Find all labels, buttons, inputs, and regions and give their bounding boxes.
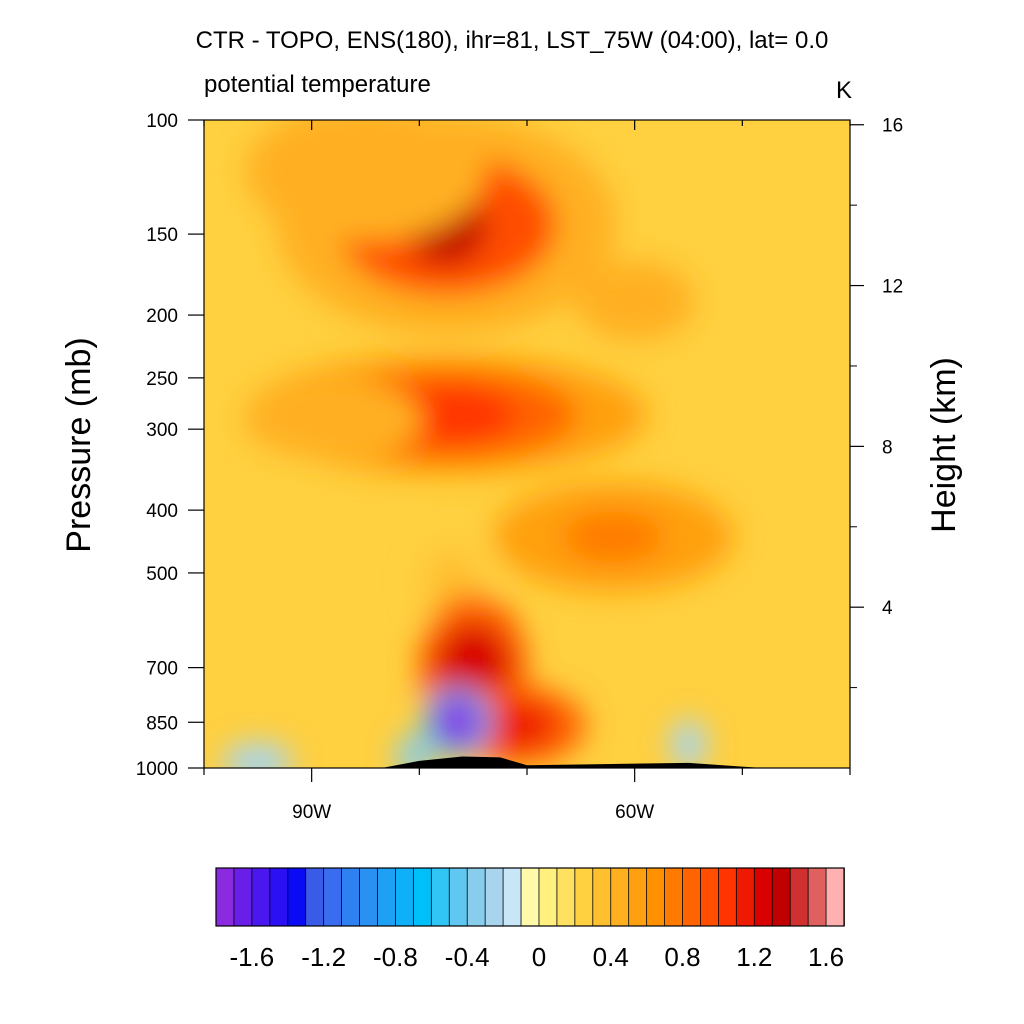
colorbar-cell [466, 867, 486, 927]
longitude-tick-label: 90W [292, 802, 331, 823]
colorbar-cell [251, 867, 271, 927]
colorbar-cell [377, 867, 397, 927]
pressure-tick-label: 700 [146, 659, 178, 680]
colorbar-cell [341, 867, 361, 927]
colorbar-tick-label: -1.2 [301, 942, 346, 972]
pressure-tick-label: 300 [146, 420, 178, 441]
chart-title: CTR - TOPO, ENS(180), ihr=81, LST_75W (0… [196, 27, 829, 54]
colorbar-tick-label: -0.4 [445, 942, 490, 972]
colorbar-cell [574, 867, 594, 927]
colorbar-cell [610, 867, 630, 927]
colorbar-cell [520, 867, 540, 927]
colorbar-cell [753, 867, 774, 927]
contour-blob [245, 120, 486, 242]
chart-subtitle: potential temperature [204, 71, 431, 98]
colorbar-cell [233, 867, 253, 927]
contour-blob [563, 511, 664, 562]
colorbar-cell [305, 867, 325, 927]
plot-area [204, 120, 850, 768]
colorbar-tick-label: 0 [532, 942, 546, 972]
colorbar-tick-label: 0.8 [664, 942, 700, 972]
pressure-tick-label: 250 [146, 369, 178, 390]
colorbar-cell [700, 867, 720, 927]
height-tick-label: 12 [882, 277, 903, 298]
colorbar-tick-label: 0.4 [593, 942, 629, 972]
pressure-axis: 100 150 200 250 300 400 500 700 850 1000 [136, 111, 204, 780]
colorbar-cell [807, 867, 827, 927]
longitude-tick-label: 60W [615, 802, 654, 823]
colorbar-tick-label: 1.6 [808, 942, 844, 972]
pressure-tick-label: 1000 [136, 759, 178, 780]
height-tick-label: 16 [882, 116, 903, 137]
contour-blob [433, 696, 482, 749]
colorbar-cell [771, 867, 791, 927]
height-tick-label: 4 [882, 598, 893, 619]
contour-blob [395, 734, 432, 768]
colorbar-cell [412, 867, 433, 927]
colorbar-cell [215, 867, 235, 927]
contour-blob [476, 700, 557, 751]
colorbar-cell [789, 867, 809, 927]
height-axis-label: Height (km) [925, 357, 963, 533]
colorbar-cell [448, 867, 468, 927]
terrain-mask [381, 756, 764, 768]
colorbar-cell [538, 867, 558, 927]
colorbar-cell [359, 867, 379, 927]
colorbar-cell [430, 867, 451, 927]
pressure-tick-label: 150 [146, 225, 178, 246]
colorbar-cell [484, 867, 504, 927]
colorbar-cell [556, 867, 576, 927]
contour-blob [574, 260, 695, 341]
colorbar-cell [718, 867, 738, 927]
height-tick-label: 8 [882, 437, 893, 458]
pressure-tick-label: 850 [146, 713, 178, 734]
colorbar: -1.6 -1.2 -0.8 -0.4 0 0.4 0.8 1.2 1.6 [215, 867, 845, 972]
colorbar-cell [287, 867, 307, 927]
colorbar-cell [735, 867, 756, 927]
contour-blob [243, 379, 424, 460]
colorbar-cell [395, 867, 415, 927]
colorbar-tick-label: -1.6 [229, 942, 274, 972]
colorbar-cell [825, 867, 845, 927]
contour-blob [222, 742, 293, 768]
colorbar-frame [215, 867, 845, 927]
colorbar-cell [682, 867, 702, 927]
pressure-tick-label: 200 [146, 306, 178, 327]
colorbar-tick-label: -0.8 [373, 942, 418, 972]
colorbar-cell [592, 867, 612, 927]
colorbar-cell [664, 867, 684, 927]
pressure-tick-label: 400 [146, 501, 178, 522]
colorbar-cell [628, 867, 648, 927]
colorbar-tick-label: 1.2 [736, 942, 772, 972]
colorbar-cell [646, 867, 666, 927]
height-axis: 4 8 12 16 [850, 116, 903, 689]
colorbar-cell [502, 867, 522, 927]
pressure-tick-label: 100 [146, 111, 178, 132]
longitude-axis: 90W 60W [203, 120, 851, 823]
contour-field [222, 120, 734, 768]
pressure-axis-label: Pressure (mb) [60, 337, 98, 552]
colorbar-cell [323, 867, 343, 927]
contour-blob [670, 719, 707, 768]
units-label: K [836, 77, 852, 104]
colorbar-cell [269, 867, 289, 927]
pressure-tick-label: 500 [146, 564, 178, 585]
